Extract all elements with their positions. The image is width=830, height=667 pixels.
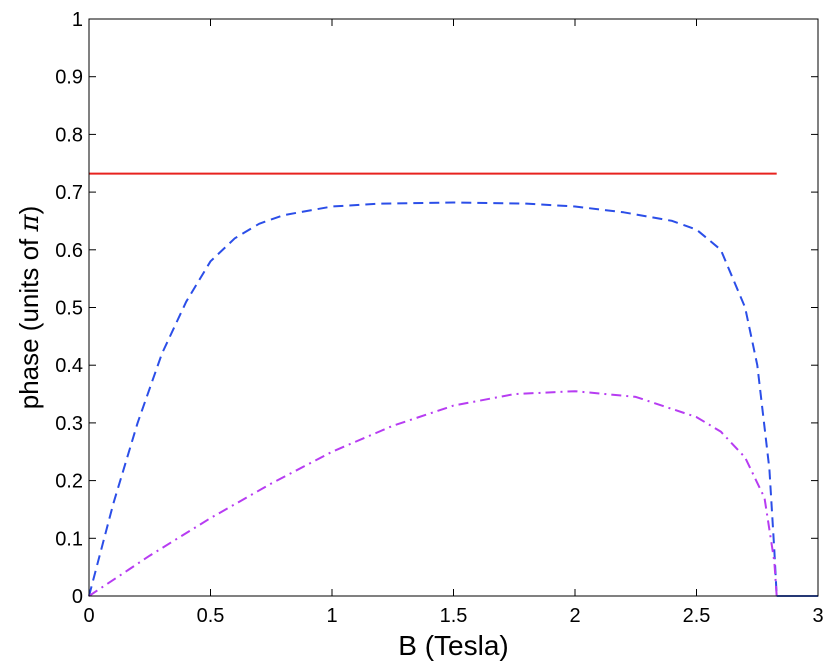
y-axis-label-prefix: phase (units of bbox=[14, 231, 44, 409]
y-tick-label: 0.3 bbox=[55, 413, 83, 435]
y-axis-label-symbol: π bbox=[15, 213, 45, 232]
y-tick-label: 0 bbox=[72, 586, 83, 608]
x-tick-label: 3 bbox=[812, 605, 823, 627]
y-tick-label: 0.6 bbox=[55, 240, 83, 262]
series-line-3 bbox=[88, 390, 778, 597]
plot-frame bbox=[88, 18, 819, 597]
y-tick-label: 1 bbox=[72, 9, 83, 31]
x-tick-label: 1 bbox=[326, 605, 337, 627]
y-tick-label: 0.1 bbox=[55, 528, 83, 550]
y-tick-label: 0.2 bbox=[55, 471, 83, 493]
y-tick-label: 0.9 bbox=[55, 67, 83, 89]
y-tick-label: 0.7 bbox=[55, 182, 83, 204]
y-tick-label: 0.5 bbox=[55, 298, 83, 320]
x-tick-label: 0 bbox=[83, 605, 94, 627]
y-axis-label-suffix: ) bbox=[14, 206, 44, 215]
x-tick-label: 0.5 bbox=[197, 605, 225, 627]
x-axis-label: B (Tesla) bbox=[398, 630, 508, 661]
series-line-2 bbox=[88, 201, 778, 597]
x-tick-label: 1.5 bbox=[440, 605, 468, 627]
series-group bbox=[88, 172, 818, 597]
y-tick-label: 0.4 bbox=[55, 355, 83, 377]
tick-marks bbox=[88, 18, 819, 597]
x-tick-label: 2.5 bbox=[683, 605, 711, 627]
y-axis-label: phase (units of π) bbox=[14, 206, 45, 410]
tick-labels: 0 0.5 1 1.5 2 2.5 3 0 0.1 0.2 0.3 0.4 0.5 0.6 0.7 0.8 0.… bbox=[55, 9, 823, 627]
y-tick-label: 0.8 bbox=[55, 124, 83, 146]
x-tick-label: 2 bbox=[569, 605, 580, 627]
